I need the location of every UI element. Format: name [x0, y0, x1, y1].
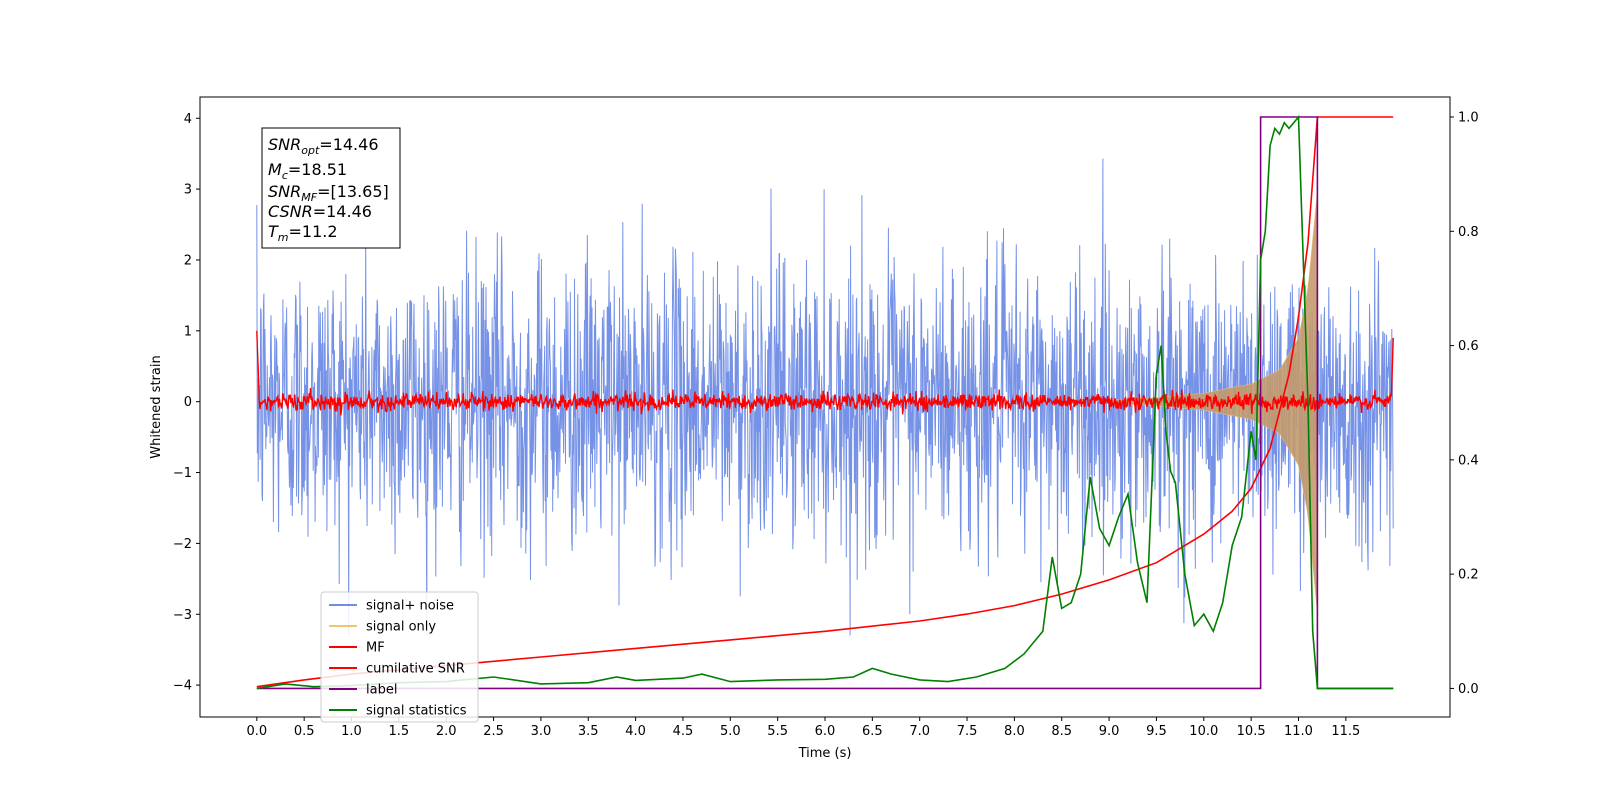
legend-label: MF [366, 641, 385, 656]
y-tick-label: −3 [173, 608, 192, 623]
info-box-frame [261, 127, 401, 249]
x-tick-label: 11.0 [1284, 724, 1313, 739]
y2-tick-label: 0.8 [1458, 225, 1479, 240]
series-signal-noise [256, 158, 1394, 636]
x-tick-label: 10.0 [1189, 724, 1218, 739]
x-tick-label: 0.0 [246, 724, 267, 739]
info-mc: Mc=18.51 [268, 160, 347, 182]
series-signal-statistics [256, 114, 1394, 690]
x-tick-label: 3.0 [531, 724, 552, 739]
info-csnr: CSNR=14.46 [268, 202, 372, 221]
y-tick-label: −1 [173, 466, 192, 481]
y-tick-label: −2 [173, 537, 192, 552]
x-tick-label: 6.0 [815, 724, 836, 739]
legend-label: signal only [366, 620, 436, 635]
x-tick-label: 9.5 [1146, 724, 1167, 739]
legend-label: signal statistics [366, 704, 467, 719]
y2-tick-label: 0.6 [1458, 339, 1479, 354]
axes-layer: 0.0 0.5 1.0 1.5 2.0 2.5 3.0 3.5 4.0 4.5 5.0 5.5 6.0 6… [173, 111, 1479, 740]
x-tick-label: 4.5 [673, 724, 694, 739]
x-tick-label: 2.0 [436, 724, 457, 739]
x-tick-label: 8.5 [1051, 724, 1072, 739]
x-tick-label: 0.5 [294, 724, 315, 739]
x-tick-label: 7.0 [909, 724, 930, 739]
series-cumulative-snr [256, 116, 1394, 688]
y-axis-label: Whitened strain [149, 355, 164, 458]
x-tick-label: 5.5 [767, 724, 788, 739]
y2-tick-label: 1.0 [1458, 111, 1479, 126]
x-tick-label: 9.0 [1099, 724, 1120, 739]
y2-tick-label: 0.4 [1458, 453, 1479, 468]
x-axis-label: Time (s) [798, 746, 852, 761]
x-tick-label: 1.0 [341, 724, 362, 739]
info-snr-mf: SNRMF=[13.65] [268, 182, 389, 204]
y-tick-label: 0 [184, 395, 192, 410]
y2-tick-label: 0.0 [1458, 682, 1479, 697]
info-box: SNRopt=14.46 Mc=18.51 SNRMF=[13.65] CSNR… [261, 127, 401, 249]
info-tm: Tm=11.2 [268, 222, 338, 244]
info-snr-opt: SNRopt=14.46 [268, 135, 379, 157]
y-tick-label: 1 [184, 324, 192, 339]
series-mf [256, 330, 1394, 416]
legend-label: cumilative SNR [366, 662, 465, 677]
x-tick-label: 4.0 [625, 724, 646, 739]
y2-tick-label: 0.2 [1458, 568, 1479, 583]
x-tick-label: 6.5 [862, 724, 883, 739]
x-tick-label: 8.0 [1004, 724, 1025, 739]
x-tick-label: 10.5 [1237, 724, 1266, 739]
x-tick-label: 2.5 [483, 724, 504, 739]
legend-label: label [366, 683, 397, 698]
x-tick-label: 1.5 [389, 724, 410, 739]
y-tick-label: 4 [184, 112, 192, 127]
x-tick-label: 11.5 [1331, 724, 1360, 739]
y-tick-label: −4 [173, 679, 192, 694]
x-tick-label: 7.5 [957, 724, 978, 739]
legend-frame [320, 591, 479, 723]
x-tick-label: 3.5 [578, 724, 599, 739]
x-tick-label: 5.0 [720, 724, 741, 739]
y-tick-label: 3 [184, 183, 192, 198]
y-tick-label: 2 [184, 253, 192, 268]
legend-label: signal+ noise [366, 599, 454, 614]
legend: signal+ noise signal only MF cumilative SNR… [320, 591, 479, 723]
plot-layer [256, 114, 1394, 690]
